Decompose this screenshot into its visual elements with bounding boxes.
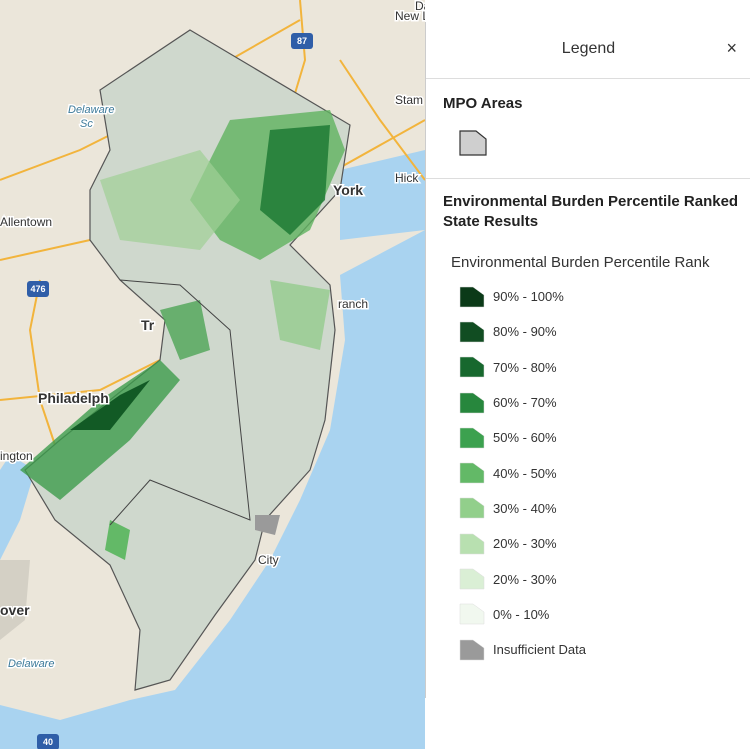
- highway-shield: [37, 734, 59, 749]
- legend-item: 50% - 60%: [426, 420, 750, 455]
- section-title: MPO Areas: [443, 95, 523, 112]
- highway-shield: [291, 33, 313, 49]
- legend-label: 70% - 80%: [493, 359, 557, 375]
- legend-label: 20% - 30%: [493, 536, 557, 552]
- legend-swatch: [459, 498, 485, 519]
- legend-items: 90% - 100% 80% - 90% 70% - 80% 60% - 70% 50%…: [426, 279, 750, 667]
- place-label: Sc: [80, 118, 93, 130]
- toolbar: [425, 0, 750, 22]
- legend-header: Legend ×: [426, 22, 750, 79]
- legend-swatch: [459, 286, 485, 307]
- legend-swatch: [459, 427, 485, 449]
- close-button[interactable]: ×: [726, 38, 737, 58]
- bay: [0, 455, 35, 560]
- place-label: City: [258, 553, 279, 567]
- place-label: Allentown: [0, 215, 52, 229]
- legend-item: 60% - 70%: [426, 385, 750, 420]
- legend-label: 30% - 40%: [493, 500, 557, 516]
- legend-label: 80% - 90%: [493, 324, 557, 340]
- swatch-shape: [459, 639, 485, 660]
- highway-number: 40: [43, 737, 53, 747]
- legend-label: 40% - 50%: [493, 465, 557, 481]
- place-label: Philadelph: [38, 390, 109, 406]
- legend-panel: Legend × MPO Areas Environmental Burden …: [425, 22, 750, 698]
- delaware-land: [0, 560, 30, 640]
- legend-swatch: [459, 321, 485, 343]
- place-label: York: [333, 182, 363, 198]
- highway-number: 87: [297, 36, 307, 46]
- place-label: New London: [395, 9, 425, 23]
- swatch-shape: [459, 462, 485, 484]
- legend-label: 0% - 10%: [493, 606, 550, 622]
- legend-swatch: [459, 639, 485, 660]
- swatch-shape: [459, 286, 485, 307]
- mpo-boundary: [109, 279, 251, 526]
- place-label: Danbury: [415, 0, 425, 13]
- legend-swatch: [459, 392, 485, 413]
- section-title: Environmental Burden Percentile Ranked S…: [443, 193, 739, 230]
- swatch-shape: [459, 321, 485, 343]
- swatch-shape: [459, 356, 485, 378]
- legend-label: 90% - 100%: [493, 289, 564, 305]
- legend-item: 70% - 80%: [426, 350, 750, 385]
- swatch-shape: [459, 392, 485, 413]
- highway-shield: [27, 281, 49, 297]
- place-label: Tr: [141, 317, 155, 333]
- burden-areas: [20, 110, 345, 560]
- place-label: Delaware: [8, 658, 54, 670]
- place-label: Hick: [395, 171, 419, 185]
- legend-item: 30% - 40%: [426, 491, 750, 526]
- place-label: over: [0, 602, 30, 618]
- swatch-shape: [459, 533, 485, 554]
- legend-label: 60% - 70%: [493, 395, 557, 411]
- swatch-shape: [459, 498, 485, 519]
- legend-swatch: [459, 533, 485, 554]
- map[interactable]: DanburyNew London Stam Hick York Allentown De…: [0, 0, 425, 749]
- legend-title: Legend: [561, 40, 616, 57]
- place-label: Stam: [395, 93, 423, 107]
- legend-swatch: [459, 604, 485, 625]
- legend-label: 50% - 60%: [493, 430, 557, 446]
- legend-swatch: [459, 568, 485, 590]
- legend-item: 0% - 10%: [426, 597, 750, 632]
- legend-item: Insufficient Data: [426, 632, 750, 667]
- legend-label: 20% - 30%: [493, 571, 557, 587]
- mpo-swatch: [459, 130, 487, 156]
- swatch-shape: [459, 604, 485, 625]
- place-label: Delaware: [68, 104, 114, 116]
- ocean: [0, 230, 425, 749]
- swatch-shape: [459, 568, 485, 590]
- legend-swatch: [459, 356, 485, 378]
- legend-item: 90% - 100%: [426, 279, 750, 314]
- legend-item: 20% - 30%: [426, 561, 750, 596]
- legend-swatch: [459, 462, 485, 484]
- swatch-shape: [459, 427, 485, 449]
- highway-number: 476: [30, 284, 45, 294]
- place-label: ington: [0, 449, 33, 463]
- place-label: ranch: [338, 297, 368, 311]
- legend-item: 80% - 90%: [426, 314, 750, 349]
- legend-item: 40% - 50%: [426, 455, 750, 490]
- legend-item: 20% - 30%: [426, 526, 750, 561]
- sound: [340, 150, 425, 240]
- section-subtitle: Environmental Burden Percentile Rank: [451, 254, 710, 271]
- legend-label: Insufficient Data: [493, 642, 586, 658]
